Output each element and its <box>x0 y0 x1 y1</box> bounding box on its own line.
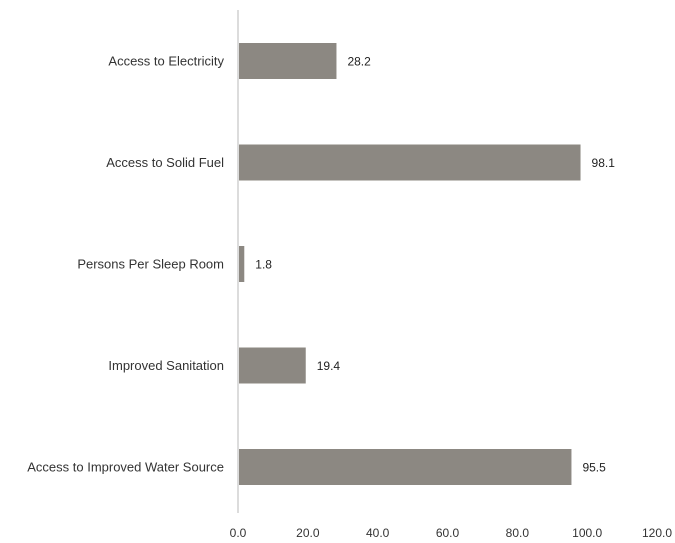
bar <box>239 144 581 181</box>
x-tick-label: 0.0 <box>230 526 247 540</box>
bar <box>239 449 572 485</box>
category-label: Access to Solid Fuel <box>106 155 224 170</box>
category-label: Access to Improved Water Source <box>27 460 224 475</box>
data-label: 98.1 <box>592 156 616 170</box>
x-tick-label: 100.0 <box>572 526 602 540</box>
data-label: 1.8 <box>255 258 272 272</box>
bar <box>239 246 245 282</box>
category-label: Access to Electricity <box>108 54 224 69</box>
x-tick-label: 20.0 <box>296 526 320 540</box>
data-label: 19.4 <box>317 359 341 373</box>
x-tick-label: 60.0 <box>436 526 460 540</box>
category-label: Improved Sanitation <box>108 358 224 373</box>
data-label: 95.5 <box>582 461 606 475</box>
x-tick-label: 80.0 <box>506 526 530 540</box>
bar <box>239 347 306 384</box>
x-tick-label: 120.0 <box>642 526 672 540</box>
bar <box>239 43 337 79</box>
category-label: Persons Per Sleep Room <box>77 257 224 272</box>
x-tick-label: 40.0 <box>366 526 390 540</box>
data-label: 28.2 <box>347 55 371 69</box>
plot-area: Access to Electricity 28.2 Access to Solid… <box>27 10 672 540</box>
